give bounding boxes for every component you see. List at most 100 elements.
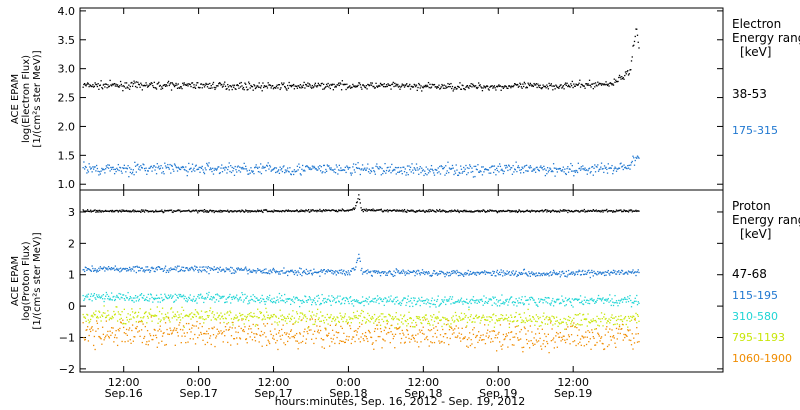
data-point — [436, 87, 438, 89]
data-point — [537, 318, 540, 320]
data-point — [310, 338, 313, 340]
data-point — [104, 86, 106, 88]
data-point — [505, 167, 507, 169]
data-point — [275, 299, 278, 302]
data-point — [409, 300, 412, 302]
data-point — [594, 302, 596, 304]
data-point — [208, 210, 210, 213]
data-point — [161, 167, 164, 169]
data-point — [629, 294, 631, 297]
data-point — [401, 209, 403, 211]
data-point — [391, 163, 393, 166]
data-point — [327, 298, 329, 300]
data-point — [364, 331, 367, 334]
data-point — [200, 209, 203, 212]
data-point — [249, 336, 251, 338]
data-point — [107, 84, 109, 86]
data-point — [473, 85, 475, 88]
data-point — [609, 210, 612, 212]
data-point — [578, 298, 580, 300]
data-point — [126, 210, 128, 212]
data-point — [103, 168, 105, 171]
data-point — [140, 165, 142, 167]
data-point — [217, 85, 219, 87]
data-point — [460, 88, 462, 90]
data-point — [505, 86, 508, 88]
data-point — [227, 268, 229, 270]
data-point — [582, 168, 585, 170]
data-point — [380, 208, 382, 210]
data-point — [164, 165, 167, 167]
data-point — [588, 210, 591, 212]
data-point — [398, 209, 400, 211]
data-point — [136, 86, 138, 89]
data-point — [330, 83, 332, 86]
data-point — [322, 300, 324, 302]
data-point — [271, 323, 273, 325]
data-point — [397, 210, 400, 212]
data-point — [343, 297, 345, 299]
data-point — [233, 174, 236, 176]
data-point — [295, 320, 297, 322]
data-point — [228, 314, 230, 316]
data-point — [179, 269, 182, 272]
data-point — [89, 269, 91, 271]
data-point — [411, 271, 413, 274]
data-point — [624, 209, 626, 212]
data-point — [95, 269, 97, 272]
data-point — [354, 268, 356, 271]
data-point — [233, 316, 236, 319]
data-point — [215, 87, 217, 89]
data-point — [325, 270, 328, 272]
data-point — [221, 297, 223, 299]
data-point — [552, 209, 554, 211]
data-point — [411, 322, 413, 324]
data-point — [167, 80, 170, 83]
data-point — [588, 210, 590, 212]
data-point — [110, 84, 112, 86]
data-point — [340, 325, 342, 328]
data-point — [410, 271, 412, 273]
data-point — [111, 332, 114, 334]
data-point — [429, 324, 431, 326]
data-point — [134, 210, 137, 213]
data-point — [516, 275, 518, 278]
data-point — [535, 210, 538, 213]
data-point — [313, 330, 316, 333]
data-point — [545, 274, 547, 276]
data-point — [435, 306, 437, 308]
data-point — [225, 88, 227, 90]
data-point — [349, 85, 351, 87]
data-point — [531, 316, 534, 318]
data-point — [515, 298, 517, 300]
data-point — [301, 272, 304, 274]
data-point — [422, 169, 424, 171]
data-point — [504, 274, 506, 276]
data-point — [519, 316, 522, 319]
data-point — [528, 167, 531, 169]
data-point — [606, 168, 608, 171]
data-point — [420, 322, 422, 324]
data-point — [622, 273, 624, 275]
data-point — [570, 272, 572, 275]
data-point — [585, 83, 588, 85]
data-point — [137, 81, 139, 83]
data-point — [417, 210, 419, 212]
data-point — [282, 300, 284, 302]
data-point — [384, 326, 386, 328]
data-point — [188, 328, 191, 330]
data-point — [362, 338, 364, 340]
data-point — [496, 86, 499, 88]
data-point — [545, 301, 547, 303]
data-point — [111, 83, 114, 85]
data-point — [624, 71, 627, 73]
data-point — [297, 169, 299, 171]
data-point — [448, 210, 450, 213]
data-point — [388, 331, 390, 334]
data-point — [537, 210, 539, 212]
data-point — [116, 306, 118, 308]
data-point — [89, 318, 92, 321]
data-point — [553, 85, 555, 87]
data-point — [298, 299, 300, 301]
data-point — [464, 301, 466, 303]
